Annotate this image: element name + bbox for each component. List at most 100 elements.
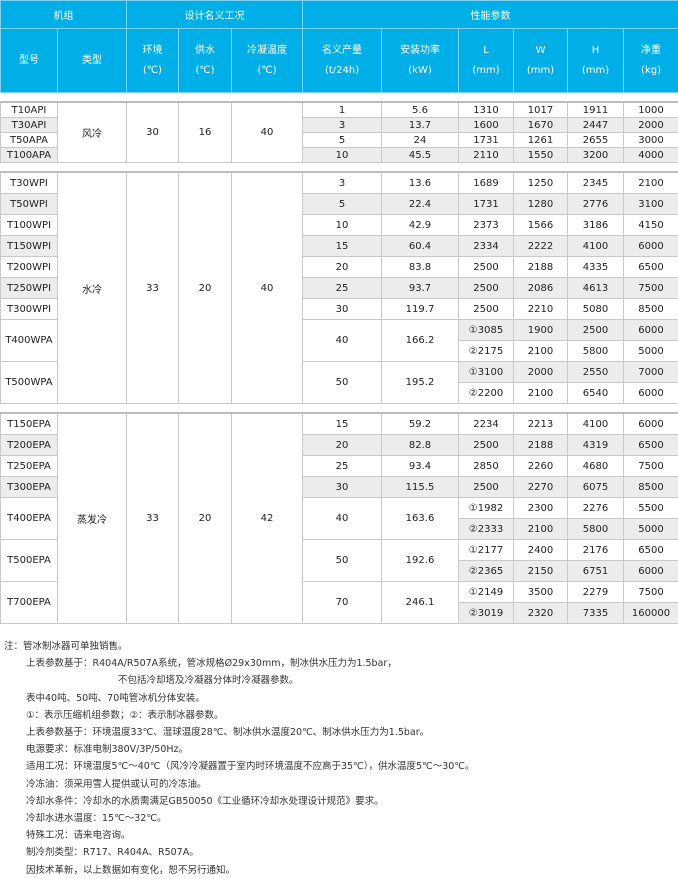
note-text: 管冰制冰器可单独销售。 bbox=[23, 641, 128, 652]
model-cell: T500EPA bbox=[1, 540, 58, 582]
note-line: 冷冻油：须采用雪人提供或认可的冷冻油。 bbox=[4, 776, 678, 793]
column-unit: (mm) bbox=[514, 61, 567, 81]
height-cell: 4100 bbox=[568, 236, 624, 257]
weight-cell: 3100 bbox=[624, 194, 678, 215]
width-cell: 1670 bbox=[514, 118, 568, 133]
power-cell: 22.4 bbox=[382, 194, 459, 215]
model-cell: T100APA bbox=[1, 148, 58, 163]
height-cell: 1911 bbox=[568, 102, 624, 118]
output-cell: 5 bbox=[303, 133, 382, 148]
note-line: 电源要求：标准电制380V/3P/50Hz。 bbox=[4, 741, 678, 758]
height-cell: 5080 bbox=[568, 299, 624, 320]
height-cell: 2447 bbox=[568, 118, 624, 133]
length-cell: ①2149 bbox=[459, 582, 514, 603]
length-cell: 2500 bbox=[459, 299, 514, 320]
power-cell: 83.8 bbox=[382, 257, 459, 278]
weight-cell: 5000 bbox=[624, 341, 678, 362]
width-cell: 2270 bbox=[514, 477, 568, 498]
type-cell: 蒸发冷 bbox=[58, 413, 127, 624]
ambient-temp-cell: 33 bbox=[127, 172, 179, 404]
weight-cell: 2000 bbox=[624, 118, 678, 133]
model-cell: T250EPA bbox=[1, 456, 58, 477]
length-cell: ②2200 bbox=[459, 383, 514, 404]
note-text: 特殊工况：请来电咨询。 bbox=[26, 830, 131, 841]
model-cell: T400WPA bbox=[1, 320, 58, 362]
model-cell: T50APA bbox=[1, 133, 58, 148]
width-cell: 1017 bbox=[514, 102, 568, 118]
height-cell: 6751 bbox=[568, 561, 624, 582]
note-line: 制冷剂类型：R717、R404A、R507A。 bbox=[4, 844, 678, 861]
width-cell: 2000 bbox=[514, 362, 568, 383]
model-cell: T150EPA bbox=[1, 413, 58, 435]
column-name: L bbox=[459, 41, 513, 61]
power-cell: 42.9 bbox=[382, 215, 459, 236]
note-line: 上表参数基于：R404A/R507A系统，管冰规格Ø29x30mm，制冰供水压力… bbox=[4, 655, 678, 672]
output-cell: 20 bbox=[303, 435, 382, 456]
column-header: L(mm) bbox=[459, 29, 514, 93]
weight-cell: 4150 bbox=[624, 215, 678, 236]
column-name: 供水 bbox=[179, 41, 231, 61]
weight-cell: 6000 bbox=[624, 236, 678, 257]
model-cell: T500WPA bbox=[1, 362, 58, 404]
note-text: 因技术革新，以上数据如有变化，恕不另行通知。 bbox=[26, 865, 235, 876]
width-cell: 2086 bbox=[514, 278, 568, 299]
output-cell: 1 bbox=[303, 102, 382, 118]
width-cell: 2188 bbox=[514, 435, 568, 456]
length-cell: 1310 bbox=[459, 102, 514, 118]
power-cell: 60.4 bbox=[382, 236, 459, 257]
column-header: 型号 bbox=[1, 29, 58, 93]
column-name: 冷凝温度 bbox=[232, 41, 302, 61]
width-cell: 1900 bbox=[514, 320, 568, 341]
output-cell: 50 bbox=[303, 362, 382, 404]
note-text: 不包括冷却塔及冷凝器分体时冷凝器参数。 bbox=[118, 675, 299, 686]
height-cell: 7335 bbox=[568, 603, 624, 624]
column-header: 净重(kg) bbox=[624, 29, 678, 93]
weight-cell: 1000 bbox=[624, 102, 678, 118]
height-cell: 2776 bbox=[568, 194, 624, 215]
model-cell: T300EPA bbox=[1, 477, 58, 498]
note-line: 适用工况：环境温度5℃～40℃（风冷冷凝器置于室内时环境温度不应高于35℃），供… bbox=[4, 758, 678, 775]
column-header: 冷凝温度(℃) bbox=[232, 29, 303, 93]
weight-cell: 6500 bbox=[624, 435, 678, 456]
width-cell: 2400 bbox=[514, 540, 568, 561]
note-line: 表中40吨、50吨、70吨管冰机分体安装。 bbox=[4, 690, 678, 707]
column-unit: (kg) bbox=[624, 61, 678, 81]
width-cell: 2100 bbox=[514, 341, 568, 362]
ambient-temp-cell: 30 bbox=[127, 102, 179, 163]
output-cell: 10 bbox=[303, 215, 382, 236]
output-cell: 30 bbox=[303, 477, 382, 498]
note-text: ①：表示压缩机组参数；②：表示制冰器参数。 bbox=[26, 710, 224, 721]
output-cell: 5 bbox=[303, 194, 382, 215]
column-name: 型号 bbox=[1, 51, 57, 71]
height-cell: 4613 bbox=[568, 278, 624, 299]
note-text: 表中40吨、50吨、70吨管冰机分体安装。 bbox=[26, 693, 205, 704]
length-cell: ①3100 bbox=[459, 362, 514, 383]
width-cell: 2222 bbox=[514, 236, 568, 257]
model-cell: T150WPI bbox=[1, 236, 58, 257]
output-cell: 3 bbox=[303, 172, 382, 194]
notes: 注：管冰制冰器可单独销售。上表参数基于：R404A/R507A系统，管冰规格Ø2… bbox=[0, 638, 678, 879]
model-cell: T700EPA bbox=[1, 582, 58, 624]
column-header: 供水(℃) bbox=[179, 29, 232, 93]
width-cell: 2260 bbox=[514, 456, 568, 477]
column-header: W(mm) bbox=[514, 29, 568, 93]
height-cell: 3186 bbox=[568, 215, 624, 236]
width-cell: 2210 bbox=[514, 299, 568, 320]
column-header: 环境(℃) bbox=[127, 29, 179, 93]
column-name: H bbox=[568, 41, 623, 61]
power-cell: 166.2 bbox=[382, 320, 459, 362]
length-cell: ②2333 bbox=[459, 519, 514, 540]
power-cell: 59.2 bbox=[382, 413, 459, 435]
group-design: 设计名义工况 bbox=[127, 1, 303, 29]
weight-cell: 160000 bbox=[624, 603, 678, 624]
power-cell: 13.6 bbox=[382, 172, 459, 194]
width-cell: 2100 bbox=[514, 519, 568, 540]
weight-cell: 7500 bbox=[624, 456, 678, 477]
column-unit: (℃) bbox=[232, 61, 302, 81]
weight-cell: 6500 bbox=[624, 257, 678, 278]
length-cell: ①1982 bbox=[459, 498, 514, 519]
